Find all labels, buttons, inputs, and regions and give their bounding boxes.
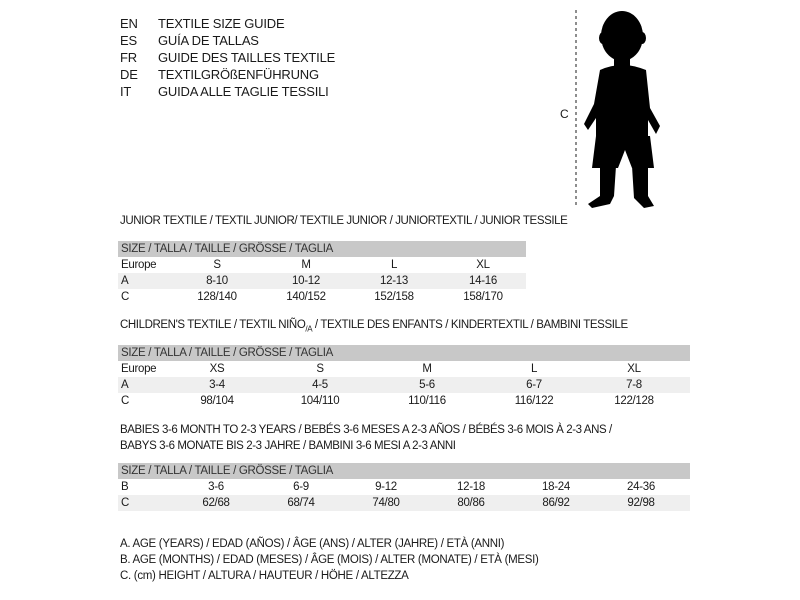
table-cell: 152/158 — [374, 291, 414, 303]
table-cell: 104/110 — [300, 395, 340, 407]
table-header: SIZE / TALLA / TAILLE / GRÖSSE / TAGLIA — [118, 463, 690, 479]
row-label: A — [121, 379, 129, 391]
table-header: SIZE / TALLA / TAILLE / GRÖSSE / TAGLIA — [118, 241, 526, 257]
row-label: Europe — [121, 259, 157, 271]
table-cell: 128/140 — [197, 291, 237, 303]
table-cell: L — [390, 259, 398, 271]
lang-de: DE TEXTILGRÖßENFÜHRUNG — [120, 67, 319, 82]
children-size-table: SIZE / TALLA / TAILLE / GRÖSSE / TAGLIA … — [118, 345, 690, 409]
table-cell: 110/116 — [408, 395, 446, 407]
table-cell: 18-24 — [542, 481, 570, 493]
table-cell: 7-8 — [626, 379, 642, 391]
table-row: Europe S M L XL — [118, 257, 526, 273]
table-row: A 8-10 10-12 12-13 14-16 — [118, 273, 526, 289]
table-cell: 6-7 — [526, 379, 542, 391]
table-cell: 8-10 — [206, 275, 228, 287]
child-silhouette-icon — [575, 10, 660, 208]
table-cell: 92/98 — [627, 497, 655, 509]
babies-size-table: SIZE / TALLA / TAILLE / GRÖSSE / TAGLIA … — [118, 463, 690, 511]
table-cell: 116/122 — [514, 395, 554, 407]
lang-en: EN TEXTILE SIZE GUIDE — [120, 16, 285, 31]
table-row: C 98/104 104/110 110/116 116/122 122/128 — [118, 393, 690, 409]
table-cell: 122/128 — [614, 395, 654, 407]
row-label: B — [121, 481, 129, 493]
junior-title: JUNIOR TEXTILE / TEXTIL JUNIOR/ TEXTILE … — [120, 215, 568, 227]
table-cell: 9-12 — [375, 481, 397, 493]
table-header: SIZE / TALLA / TAILLE / GRÖSSE / TAGLIA — [118, 345, 690, 361]
lang-it: IT GUIDA ALLE TAGLIE TESSILI — [120, 84, 329, 99]
table-cell: 3-4 — [209, 379, 225, 391]
row-label: C — [121, 497, 130, 509]
children-title: CHILDREN'S TEXTILE / TEXTIL NIÑO/A / TEX… — [120, 319, 628, 334]
table-cell: 98/104 — [200, 395, 234, 407]
height-label: C — [560, 107, 569, 121]
legend-a: A. AGE (YEARS) / EDAD (AÑOS) / ÂGE (ANS)… — [120, 538, 505, 550]
junior-size-table: SIZE / TALLA / TAILLE / GRÖSSE / TAGLIA … — [118, 241, 526, 305]
row-label: C — [121, 291, 130, 303]
table-cell: S — [316, 363, 324, 375]
table-cell: 80/86 — [457, 497, 485, 509]
table-cell: 14-16 — [469, 275, 497, 287]
table-cell: XL — [627, 363, 641, 375]
babies-title-line1: BABIES 3-6 MONTH TO 2-3 YEARS / BEBÉS 3-… — [120, 424, 612, 436]
table-row: C 128/140 140/152 152/158 158/170 — [118, 289, 526, 305]
table-cell: M — [301, 259, 311, 271]
legend-b: B. AGE (MONTHS) / EDAD (MESES) / ÂGE (MO… — [120, 554, 539, 566]
lang-fr: FR GUIDE DES TAILLES TEXTILE — [120, 50, 336, 65]
table-cell: 140/152 — [286, 291, 326, 303]
table-cell: S — [213, 259, 221, 271]
table-cell: XL — [476, 259, 490, 271]
table-cell: L — [530, 363, 538, 375]
lang-es: ES GUÍA DE TALLAS — [120, 33, 259, 48]
table-row: C 62/68 68/74 74/80 80/86 86/92 92/98 — [118, 495, 690, 511]
table-cell: 12-18 — [457, 481, 485, 493]
babies-title-line2: BABYS 3-6 MONATE BIS 2-3 JAHRE / BAMBINI… — [120, 440, 456, 452]
row-label: Europe — [121, 363, 157, 375]
row-label: C — [121, 395, 130, 407]
table-cell: 4-5 — [312, 379, 328, 391]
table-cell: XS — [209, 363, 225, 375]
table-cell: M — [422, 363, 432, 375]
table-cell: 74/80 — [372, 497, 400, 509]
row-label: A — [121, 275, 129, 287]
table-row: Europe XS S M L XL — [118, 361, 690, 377]
table-cell: 68/74 — [287, 497, 315, 509]
table-cell: 6-9 — [293, 481, 309, 493]
table-row: A 3-4 4-5 5-6 6-7 7-8 — [118, 377, 690, 393]
table-row: B 3-6 6-9 9-12 12-18 18-24 24-36 — [118, 479, 690, 495]
table-cell: 62/68 — [202, 497, 230, 509]
table-cell: 158/170 — [463, 291, 503, 303]
table-cell: 12-13 — [380, 275, 408, 287]
table-cell: 24-36 — [627, 481, 655, 493]
legend-c: C. (cm) HEIGHT / ALTURA / HAUTEUR / HÖHE… — [120, 570, 409, 582]
table-cell: 3-6 — [208, 481, 224, 493]
table-cell: 10-12 — [292, 275, 320, 287]
table-cell: 86/92 — [542, 497, 570, 509]
table-cell: 5-6 — [419, 379, 435, 391]
